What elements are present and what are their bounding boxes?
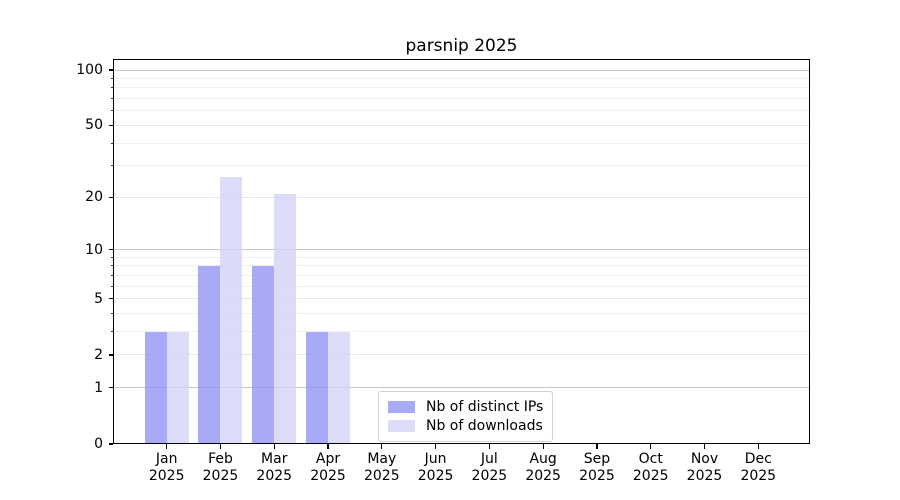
- y-tick-label: 5: [94, 290, 103, 307]
- gridline: [113, 87, 810, 89]
- x-tick-mark: [757, 444, 759, 449]
- x-tick-mark: [596, 444, 598, 449]
- x-tick-mark: [381, 444, 383, 449]
- y-minor-tick-mark: [110, 265, 113, 267]
- y-tick-label: 50: [85, 117, 103, 134]
- y-minor-tick-mark: [110, 98, 113, 100]
- y-tick-label: 10: [85, 241, 103, 258]
- y-tick-label: 0: [94, 436, 103, 452]
- x-tick-label: Nov 2025: [686, 451, 723, 484]
- x-tick-label: Feb 2025: [202, 451, 239, 484]
- y-tick-label: 100: [76, 62, 103, 78]
- bar-distinct-ips-feb: [198, 265, 221, 444]
- y-tick-mark: [108, 249, 113, 251]
- gridline: [113, 142, 810, 144]
- gridline: [113, 124, 810, 126]
- gridline: [113, 110, 810, 112]
- y-tick-label: 2: [94, 346, 103, 363]
- y-minor-tick-mark: [110, 256, 113, 258]
- y-tick-mark: [108, 298, 113, 300]
- bar-distinct-ips-mar: [252, 265, 275, 444]
- gridline: [113, 165, 810, 167]
- bar-downloads-mar: [274, 193, 297, 444]
- y-tick-mark: [108, 354, 113, 356]
- plot-area: [113, 59, 810, 444]
- bar-downloads-feb: [220, 176, 243, 444]
- y-minor-tick-mark: [110, 274, 113, 276]
- gridline: [113, 387, 810, 389]
- x-tick-label: Jun 2025: [417, 451, 454, 484]
- x-tick-mark: [273, 444, 275, 449]
- legend-swatch-distinct-ips: [388, 400, 415, 413]
- gridline: [113, 298, 810, 300]
- x-tick-label: Oct 2025: [632, 451, 669, 484]
- x-tick-mark: [219, 444, 222, 449]
- y-tick-mark: [108, 69, 113, 71]
- y-tick-mark: [108, 124, 113, 127]
- bar-distinct-ips-jan: [144, 331, 167, 444]
- x-tick-mark: [166, 444, 168, 449]
- x-tick-mark: [703, 444, 706, 449]
- x-tick-label: Jan 2025: [148, 451, 185, 484]
- gridline: [113, 274, 810, 276]
- y-minor-tick-mark: [110, 285, 113, 287]
- y-tick-label: 1: [94, 379, 103, 396]
- gridline: [113, 331, 810, 333]
- gridline: [113, 196, 810, 198]
- legend-label-downloads: Nb of downloads: [426, 417, 543, 434]
- y-tick-label: 20: [85, 189, 103, 206]
- legend-swatch-downloads: [388, 419, 415, 432]
- gridline: [113, 98, 810, 100]
- x-tick-mark: [434, 444, 437, 449]
- chart-title: parsnip 2025: [405, 36, 518, 56]
- y-minor-tick-mark: [110, 165, 113, 167]
- gridline: [113, 265, 810, 267]
- x-tick-mark: [488, 444, 491, 449]
- x-tick-label: Apr 2025: [310, 451, 346, 484]
- y-tick-mark: [108, 196, 113, 198]
- x-tick-label: Jul 2025: [471, 451, 508, 484]
- y-minor-tick-mark: [110, 331, 113, 333]
- x-tick-label: May 2025: [363, 451, 400, 484]
- x-tick-label: Sep 2025: [579, 451, 615, 484]
- y-minor-tick-mark: [110, 142, 113, 144]
- gridline: [113, 69, 810, 71]
- bar-downloads-jan: [166, 331, 189, 444]
- x-tick-mark: [650, 444, 652, 449]
- gridline: [113, 249, 810, 251]
- x-tick-mark: [542, 444, 544, 449]
- x-tick-label: Dec 2025: [740, 451, 777, 484]
- y-tick-mark: [108, 443, 113, 445]
- legend-entry-downloads: Nb of downloads: [388, 416, 543, 435]
- x-tick-mark: [327, 444, 329, 449]
- y-minor-tick-mark: [110, 87, 113, 89]
- gridline: [113, 313, 810, 315]
- gridline: [113, 354, 810, 356]
- y-minor-tick-mark: [110, 313, 113, 315]
- bar-distinct-ips-apr: [306, 331, 329, 444]
- legend-label-distinct-ips: Nb of distinct IPs: [426, 398, 544, 415]
- bar-downloads-apr: [328, 331, 351, 444]
- y-tick-mark: [108, 387, 113, 389]
- x-tick-label: Aug 2025: [525, 451, 561, 484]
- gridline: [113, 285, 810, 287]
- legend-entry-distinct-ips: Nb of distinct IPs: [388, 397, 543, 416]
- gridline: [113, 256, 810, 258]
- gridline: [113, 77, 810, 79]
- y-minor-tick-mark: [110, 77, 113, 79]
- legend: Nb of distinct IPs Nb of downloads: [378, 391, 554, 442]
- x-tick-label: Mar 2025: [256, 451, 293, 484]
- y-minor-tick-mark: [110, 110, 113, 112]
